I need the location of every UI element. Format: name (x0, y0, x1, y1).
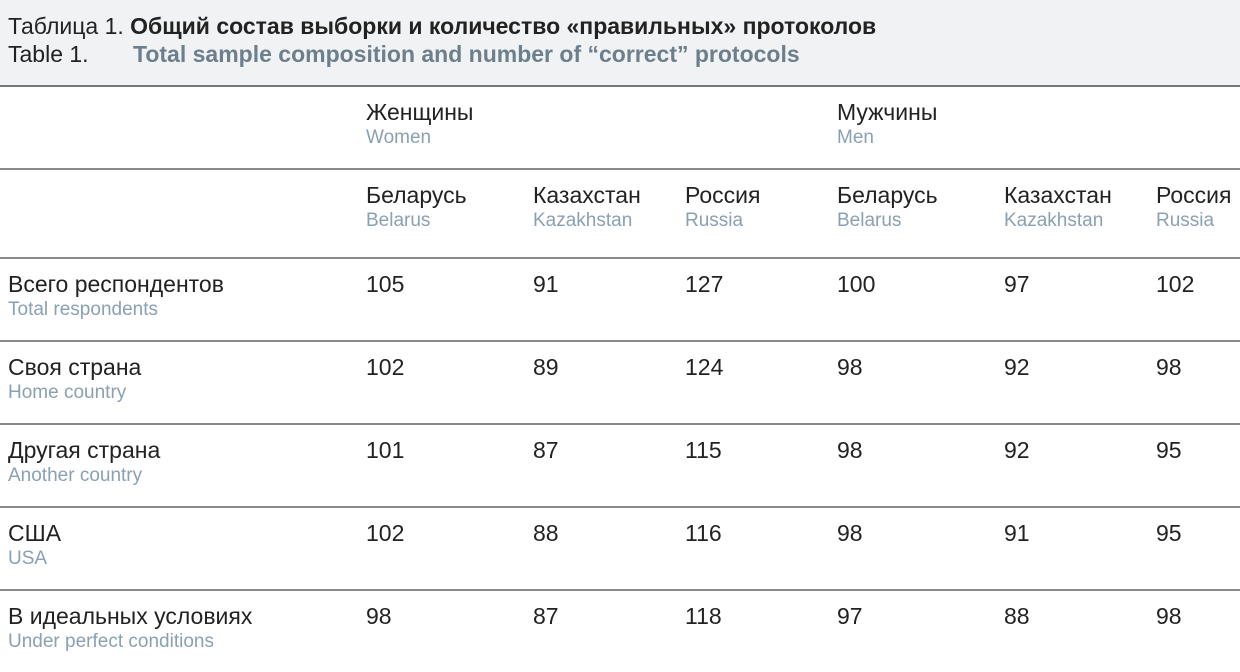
column-header-en: Russia (1156, 210, 1215, 231)
column-header-ru: Беларусь (837, 182, 938, 208)
table-cell: 98 (1156, 603, 1182, 629)
row-label-ru: США (8, 520, 62, 546)
table-cell: 105 (366, 271, 405, 297)
table-cell: 98 (366, 603, 392, 629)
table-cell: 98 (837, 437, 863, 463)
table-row: Своя страна Home country 102 89 124 98 92 98 (0, 342, 1240, 425)
table-cell: 91 (1004, 520, 1030, 546)
table-cell: 102 (366, 520, 405, 546)
group-men-ru: Мужчины (837, 99, 938, 125)
row-label: Своя страна Home country (8, 354, 141, 405)
column-header: Беларусь Belarus (837, 182, 938, 233)
table-cell: 88 (533, 520, 559, 546)
table-cell: 88 (1004, 603, 1030, 629)
caption-en-title: Total sample composition and number of “… (133, 41, 800, 67)
column-header-en: Russia (685, 210, 744, 231)
group-women-ru: Женщины (366, 99, 474, 125)
table-cell: 98 (837, 354, 863, 380)
table-cell: 97 (837, 603, 863, 629)
table-cell: 116 (685, 520, 722, 546)
group-women-en: Women (366, 127, 432, 148)
row-label-ru: Другая страна (8, 437, 161, 463)
row-label: В идеальных условиях Under perfect condit… (8, 603, 252, 654)
column-header-en: Kazakhstan (533, 210, 633, 231)
table-cell: 100 (837, 271, 876, 297)
column-header-en: Belarus (837, 210, 902, 231)
table-cell: 97 (1004, 271, 1030, 297)
table-cell: 115 (685, 437, 722, 463)
row-label-en: Home country (8, 382, 127, 403)
table-cell: 102 (366, 354, 405, 380)
column-header-row: Беларусь Belarus Казахстан Kazakhstan Россия… (0, 170, 1240, 259)
table-cell: 92 (1004, 437, 1030, 463)
row-label: Всего респондентов Total respondents (8, 271, 224, 322)
table-cell: 124 (685, 354, 724, 380)
group-men-en: Men (837, 127, 874, 148)
column-header-ru: Россия (1156, 182, 1232, 208)
row-label: Другая страна Another country (8, 437, 160, 488)
row-label-ru: Своя страна (8, 354, 142, 380)
table-cell: 118 (685, 603, 722, 629)
table-cell: 89 (533, 354, 559, 380)
group-women: Женщины Women (366, 99, 473, 150)
table-row: США USA 102 88 116 98 91 95 (0, 508, 1240, 591)
table-cell: 92 (1004, 354, 1030, 380)
column-header-ru: Казахстан (1004, 182, 1112, 208)
table-caption: Таблица 1. Общий состав выборки и количе… (0, 0, 1240, 87)
column-header: Казахстан Kazakhstan (533, 182, 641, 233)
column-header-ru: Беларусь (366, 182, 467, 208)
table-cell: 91 (533, 271, 559, 297)
column-header-ru: Россия (685, 182, 761, 208)
column-header: Россия Russia (1156, 182, 1231, 233)
group-header-row: Женщины Women Мужчины Men (0, 87, 1240, 170)
caption-ru: Таблица 1. Общий состав выборки и количе… (8, 12, 876, 40)
column-header-en: Belarus (366, 210, 431, 231)
caption-ru-prefix: Таблица 1. (8, 13, 124, 39)
table-cell: 87 (533, 603, 559, 629)
table-row: Всего респондентов Total respondents 105 91… (0, 259, 1240, 342)
column-header: Казахстан Kazakhstan (1004, 182, 1112, 233)
table-cell: 102 (1156, 271, 1195, 297)
caption-en: Table 1. Total sample composition and nu… (8, 40, 800, 68)
caption-en-prefix: Table 1. (8, 41, 89, 67)
column-header: Беларусь Belarus (366, 182, 467, 233)
table-cell: 101 (366, 437, 405, 463)
table-cell: 98 (837, 520, 863, 546)
column-header: Россия Russia (685, 182, 760, 233)
table-row: Другая страна Another country 101 87 115 98 92… (0, 425, 1240, 508)
table-cell: 98 (1156, 354, 1182, 380)
row-label-en: Under perfect conditions (8, 631, 214, 652)
group-men: Мужчины Men (837, 99, 937, 150)
caption-ru-title: Общий состав выборки и количество «прави… (130, 13, 877, 39)
table-cell: 87 (533, 437, 559, 463)
column-header-en: Kazakhstan (1004, 210, 1104, 231)
row-label-ru: Всего респондентов (8, 271, 224, 297)
table-cell: 95 (1156, 520, 1182, 546)
row-label-en: Another country (8, 465, 143, 486)
row-label: США USA (8, 520, 61, 571)
column-header-ru: Казахстан (533, 182, 641, 208)
table-cell: 127 (685, 271, 724, 297)
row-label-ru: В идеальных условиях (8, 603, 253, 629)
table-cell: 95 (1156, 437, 1182, 463)
row-label-en: USA (8, 548, 48, 569)
row-label-en: Total respondents (8, 299, 158, 320)
table-row: В идеальных условиях Under perfect condit… (0, 591, 1240, 672)
